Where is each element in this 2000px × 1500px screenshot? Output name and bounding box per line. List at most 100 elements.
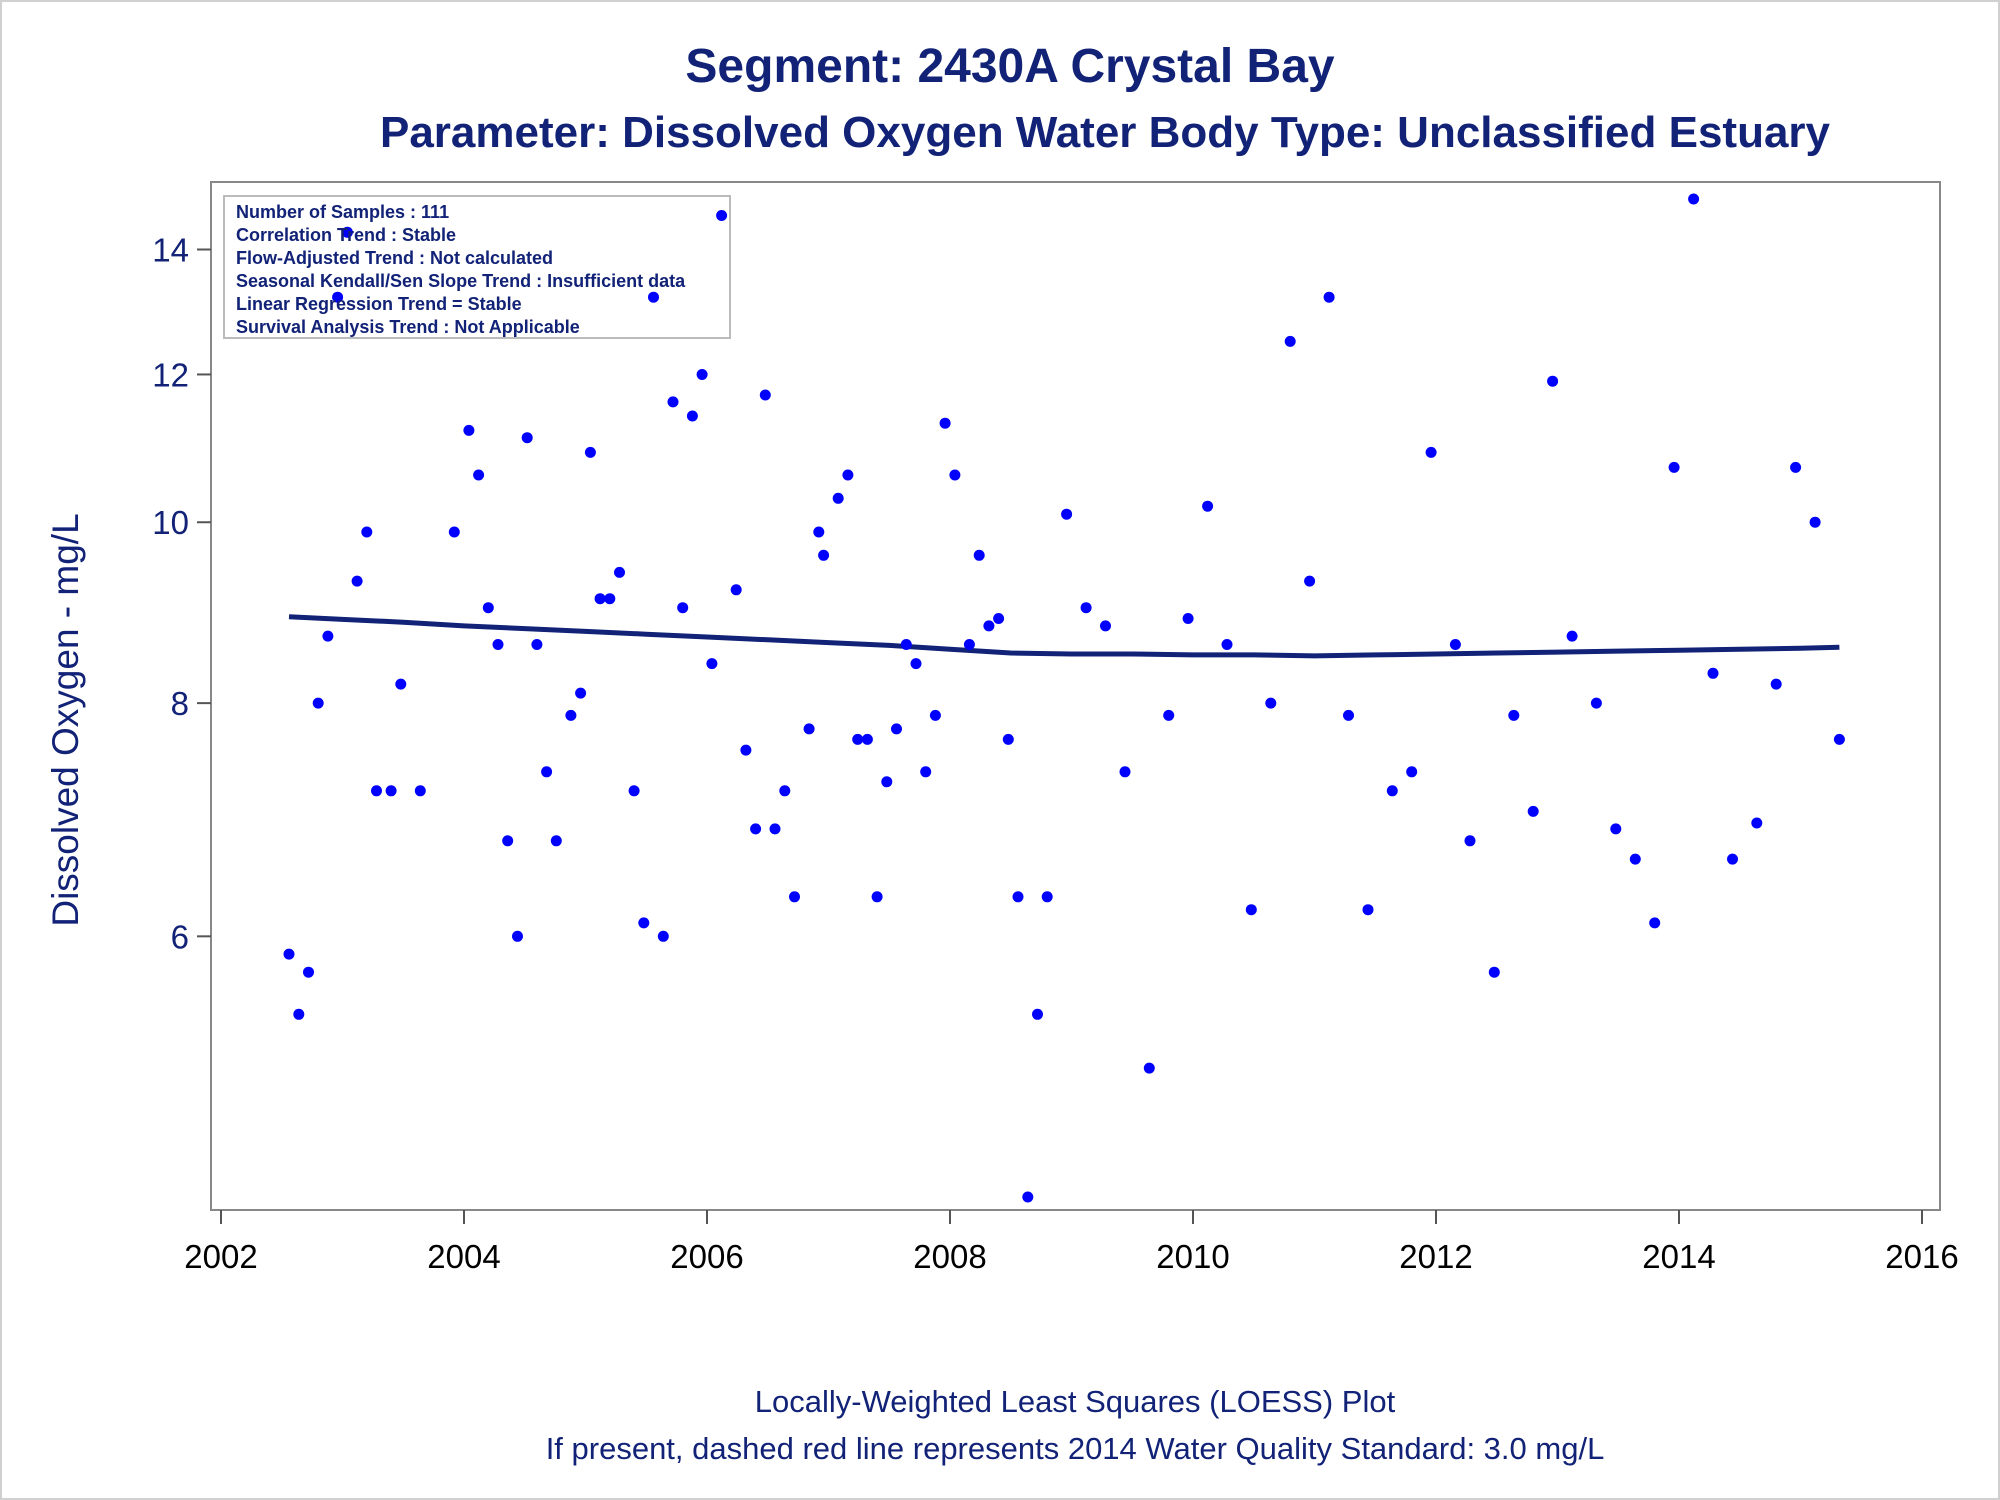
data-point: [614, 566, 625, 578]
x-tick-label: 2004: [427, 1238, 500, 1275]
data-point: [385, 785, 397, 797]
data-point: [1527, 805, 1539, 817]
data-point: [750, 823, 762, 835]
info-line: Seasonal Kendall/Sen Slope Trend : Insuf…: [236, 271, 686, 291]
data-point: [900, 639, 912, 650]
scatter-series: [283, 193, 1845, 1203]
y-tick-label: 14: [152, 232, 189, 269]
data-point: [973, 549, 985, 561]
data-point: [293, 1008, 305, 1020]
data-point: [963, 639, 975, 650]
data-point: [1727, 853, 1738, 865]
data-point: [1425, 446, 1437, 458]
x-tick-label: 2002: [184, 1238, 257, 1275]
data-point: [482, 602, 494, 614]
loess-series: [288, 614, 1840, 659]
data-point: [1790, 461, 1802, 473]
y-axis-label: Dissolved Oxygen - mg/L: [45, 513, 86, 926]
x-tick-label: 2012: [1399, 1238, 1472, 1275]
data-point: [1590, 697, 1602, 709]
data-point: [1386, 785, 1398, 797]
data-point: [565, 709, 577, 721]
info-line: Flow-Adjusted Trend : Not calculated: [236, 248, 553, 268]
data-point: [1343, 709, 1354, 721]
data-point: [677, 602, 689, 614]
data-point: [1688, 193, 1700, 205]
data-point: [929, 709, 941, 721]
data-point: [842, 469, 854, 481]
data-point: [852, 733, 864, 745]
data-point: [361, 526, 373, 538]
data-point: [706, 658, 718, 670]
data-point: [803, 723, 815, 735]
data-point: [1707, 667, 1719, 679]
data-point: [881, 776, 893, 788]
data-point: [861, 733, 873, 745]
x-tick-label: 2006: [670, 1238, 743, 1275]
chart-subtitle: Parameter: Dissolved Oxygen Water Body T…: [380, 108, 1831, 157]
x-axis: 2002 2004 2006 2008 2010 2012 2014 2016: [184, 1210, 1959, 1275]
data-point: [322, 630, 334, 642]
data-point: [1566, 630, 1578, 642]
data-point: [1265, 697, 1277, 709]
data-point: [1163, 709, 1175, 721]
data-point: [395, 678, 407, 690]
data-point: [1080, 602, 1092, 614]
data-point: [730, 584, 742, 596]
data-point: [779, 785, 791, 797]
data-point: [696, 369, 708, 380]
data-point: [604, 593, 616, 605]
data-point: [1323, 291, 1335, 303]
data-point: [628, 785, 640, 797]
data-point: [1012, 891, 1024, 903]
data-point: [939, 417, 951, 429]
data-point: [686, 410, 698, 422]
data-point: [910, 658, 922, 670]
data-point: [512, 930, 523, 942]
info-line: Correlation Trend : Stable: [236, 225, 456, 245]
data-point: [891, 723, 902, 735]
data-point: [283, 948, 295, 960]
info-box-lines: Number of Samples : 111 Correlation Trend…: [236, 202, 686, 337]
y-axis: 6 8 10 12 14: [152, 232, 211, 955]
data-point: [769, 823, 781, 835]
data-point: [332, 291, 344, 303]
data-point: [1751, 817, 1763, 829]
data-point: [657, 930, 669, 942]
data-point: [983, 620, 995, 632]
data-point: [550, 835, 562, 847]
data-point: [575, 687, 587, 699]
data-point: [351, 575, 363, 587]
info-box: Number of Samples : 111 Correlation Trend…: [223, 195, 731, 339]
data-point: [1833, 733, 1845, 745]
data-point: [740, 744, 752, 756]
data-point: [502, 835, 514, 847]
data-point: [341, 226, 353, 238]
data-point: [1362, 904, 1374, 916]
info-line: Number of Samples : 111: [236, 202, 449, 222]
info-box-frame: [223, 195, 731, 339]
data-point: [789, 891, 800, 903]
data-point: [949, 469, 961, 481]
data-point: [832, 492, 844, 504]
data-point: [584, 446, 596, 458]
data-point: [1284, 335, 1296, 347]
data-point: [1508, 709, 1520, 721]
data-point: [1061, 508, 1073, 520]
data-point: [648, 291, 659, 303]
data-point: [521, 432, 533, 444]
chart-title: Segment: 2430A Crystal Bay: [685, 40, 1334, 93]
x-tick-label: 2016: [1885, 1238, 1958, 1275]
data-point: [1022, 1191, 1034, 1203]
data-point: [1629, 853, 1641, 865]
data-point: [920, 766, 932, 778]
data-point: [1245, 904, 1257, 916]
data-point: [463, 424, 475, 436]
data-point: [448, 526, 460, 538]
data-point: [667, 396, 679, 408]
data-point: [1304, 575, 1316, 587]
data-point: [1406, 766, 1418, 778]
loess-line: [288, 614, 1840, 659]
data-point: [531, 639, 543, 650]
data-point: [759, 389, 771, 401]
